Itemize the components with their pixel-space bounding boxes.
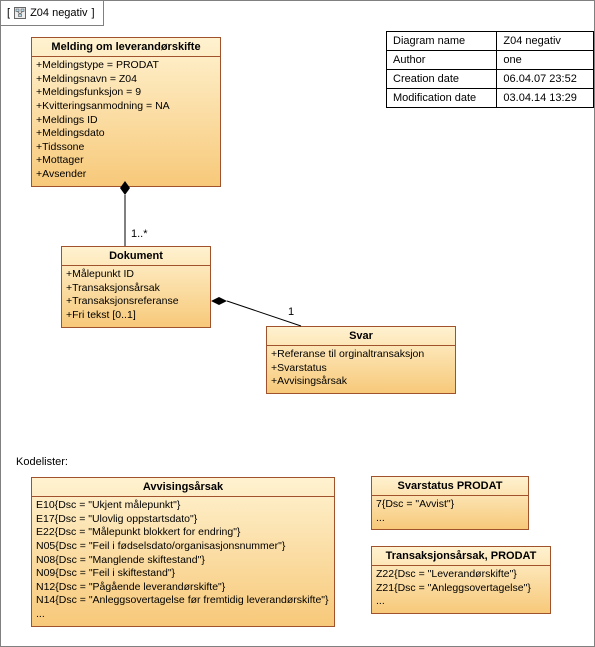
frame-tab: [ Z04 negativ ] (1, 1, 104, 26)
class-attribute: +Tidssone (36, 141, 216, 155)
class-svar-body: +Referanse til orginaltransaksjon+Svarst… (267, 346, 455, 393)
class-attribute: N14{Dsc = "Anleggsovertagelse før fremti… (36, 594, 330, 608)
class-attribute: +Referanse til orginaltransaksjon (271, 348, 451, 362)
class-svarstatus-prodat-body: 7{Dsc = "Avvist"}... (372, 496, 528, 529)
class-svar-title: Svar (267, 327, 455, 346)
class-attribute: ... (376, 512, 524, 526)
meta-value-author: one (497, 51, 594, 70)
diagram-icon (14, 7, 26, 19)
class-attribute: E22{Dsc = "Målepunkt blokkert for endrin… (36, 526, 330, 540)
class-dokument: Dokument +Målepunkt ID+Transaksjonsårsak… (61, 246, 211, 328)
class-dokument-body: +Målepunkt ID+Transaksjonsårsak+Transaks… (62, 266, 210, 327)
class-attribute: +Meldingsfunksjon = 9 (36, 86, 216, 100)
class-attribute: +Transaksjonsårsak (66, 282, 206, 296)
class-attribute: +Svarstatus (271, 362, 451, 376)
class-transaksjonsarsak-prodat-body: Z22{Dsc = "Leverandørskifte"}Z21{Dsc = "… (372, 566, 550, 613)
class-attribute: +Meldingsdato (36, 127, 216, 141)
class-melding-title: Melding om leverandørskifte (32, 38, 220, 57)
class-attribute: +Mottager (36, 154, 216, 168)
class-attribute: N09{Dsc = "Feil i skiftestand"} (36, 567, 330, 581)
class-attribute: +Avvisingsårsak (271, 375, 451, 389)
class-attribute: +Kvitteringsanmodning = NA (36, 100, 216, 114)
class-attribute: E17{Dsc = "Ulovlig oppstartsdato"} (36, 513, 330, 527)
class-attribute: +Transaksjonsreferanse (66, 295, 206, 309)
meta-value-diagramname: Z04 negativ (497, 32, 594, 51)
meta-table: Diagram name Z04 negativ Author one Crea… (386, 31, 594, 108)
class-transaksjonsarsak-prodat-title: Transaksjonsårsak, PRODAT (372, 547, 550, 566)
class-avvisingsarsak-body: E10{Dsc = "Ukjent målepunkt"}E17{Dsc = "… (32, 497, 334, 626)
class-attribute: +Meldings ID (36, 114, 216, 128)
meta-label-creationdate: Creation date (387, 70, 497, 89)
class-melding: Melding om leverandørskifte +Meldingstyp… (31, 37, 221, 187)
class-attribute: ... (376, 595, 546, 609)
class-attribute: ... (36, 608, 330, 622)
class-attribute: N08{Dsc = "Manglende skiftestand"} (36, 554, 330, 568)
class-attribute: E10{Dsc = "Ukjent målepunkt"} (36, 499, 330, 513)
class-svarstatus-prodat-title: Svarstatus PRODAT (372, 477, 528, 496)
class-melding-body: +Meldingstype = PRODAT+Meldingsnavn = Z0… (32, 57, 220, 186)
class-attribute: +Meldingstype = PRODAT (36, 59, 216, 73)
multiplicity-melding-dokument: 1..* (131, 228, 148, 240)
class-attribute: +Målepunkt ID (66, 268, 206, 282)
class-dokument-title: Dokument (62, 247, 210, 266)
diagram-canvas: [ Z04 negativ ] Diagram name Z04 negativ… (0, 0, 595, 647)
class-attribute: 7{Dsc = "Avvist"} (376, 498, 524, 512)
class-avvisingsarsak-title: Avvisingsårsak (32, 478, 334, 497)
class-attribute: +Fri tekst [0..1] (66, 309, 206, 323)
class-attribute: Z22{Dsc = "Leverandørskifte"} (376, 568, 546, 582)
kodelister-label: Kodelister: (16, 456, 68, 468)
class-attribute: N12{Dsc = "Pågående leverandørskifte"} (36, 581, 330, 595)
class-avvisingsarsak: Avvisingsårsak E10{Dsc = "Ukjent målepun… (31, 477, 335, 627)
class-svarstatus-prodat: Svarstatus PRODAT 7{Dsc = "Avvist"}... (371, 476, 529, 530)
meta-value-modificationdate: 03.04.14 13:29 (497, 89, 594, 108)
class-attribute: Z21{Dsc = "Anleggsovertagelse"} (376, 582, 546, 596)
frame-title: Z04 negativ (30, 7, 87, 19)
class-svar: Svar +Referanse til orginaltransaksjon+S… (266, 326, 456, 394)
class-attribute: +Meldingsnavn = Z04 (36, 73, 216, 87)
frame-close-bracket: ] (92, 7, 95, 19)
class-attribute: +Avsender (36, 168, 216, 182)
class-attribute: N05{Dsc = "Feil i fødselsdato/organisasj… (36, 540, 330, 554)
frame-open-bracket: [ (7, 7, 10, 19)
class-transaksjonsarsak-prodat: Transaksjonsårsak, PRODAT Z22{Dsc = "Lev… (371, 546, 551, 614)
diamond-dokument-svar (211, 297, 227, 305)
meta-label-diagramname: Diagram name (387, 32, 497, 51)
multiplicity-dokument-svar: 1 (288, 306, 294, 318)
meta-label-author: Author (387, 51, 497, 70)
meta-value-creationdate: 06.04.07 23:52 (497, 70, 594, 89)
meta-label-modificationdate: Modification date (387, 89, 497, 108)
